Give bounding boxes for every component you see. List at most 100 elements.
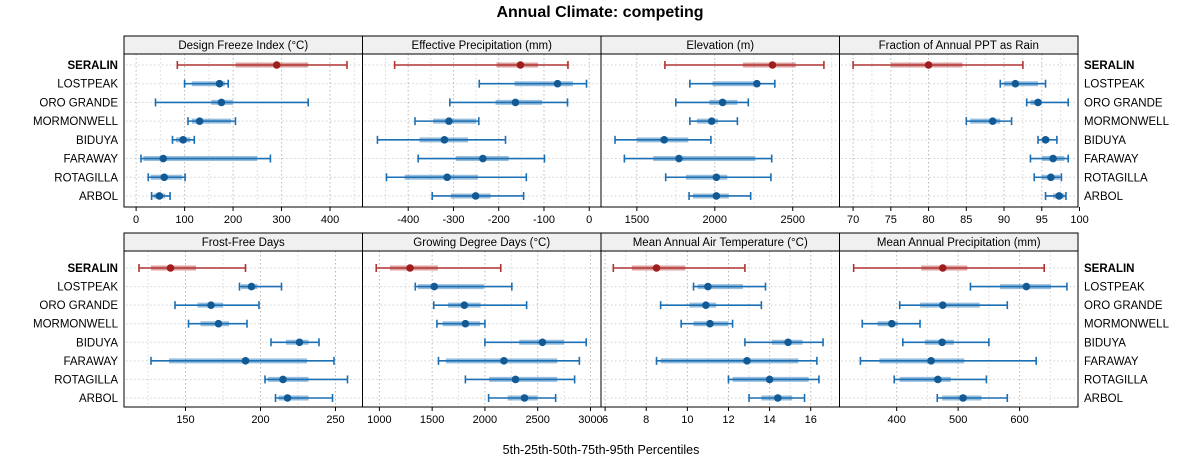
axis-tick-label: 8 [643, 414, 649, 426]
axis-tick-label: 400 [321, 214, 339, 226]
series-faraway [150, 356, 335, 365]
median-point [471, 192, 480, 200]
strip-header-label: Effective Precipitation (mm) [412, 40, 553, 52]
median-point [938, 301, 947, 309]
axis-tick-label: 150 [176, 414, 194, 426]
median-point [215, 79, 224, 88]
panel-fraction-of-annual-ppt-as-rain: Fraction of Annual PPT as Rain 70 75 80 85 90… [839, 35, 1089, 226]
series-biduya [1037, 135, 1058, 144]
site-label-left: BIDUYA [76, 337, 118, 349]
series-oro-grande [154, 98, 310, 107]
axis-tick-label: 14 [763, 414, 775, 426]
site-label-right: BIDUYA [1084, 337, 1126, 349]
site-label-left: BIDUYA [76, 135, 118, 147]
site-label-left: SERALIN [68, 263, 118, 275]
series-biduya [614, 135, 712, 144]
median-point [241, 357, 250, 365]
panel-design-freeze-index-c-: Design Freeze Index (°C) 0 100 200 300 400 [123, 35, 363, 226]
median-point [1011, 79, 1020, 88]
axis-tick-label: 95 [1036, 214, 1048, 226]
panel-background [124, 54, 363, 207]
site-label-right: MORMONWELL [1084, 319, 1170, 331]
series-lostpeak [999, 79, 1047, 88]
site-label-right: LOSTPEAK [1084, 79, 1145, 91]
panel-elevation-m-: Elevation (m) 1500 2000 2500 [600, 35, 840, 226]
median-point [938, 264, 947, 272]
site-label-left: FARAWAY [63, 154, 118, 166]
series-faraway [655, 356, 818, 365]
median-point [166, 264, 175, 272]
series-biduya [902, 338, 990, 347]
axis-tick-label: 500 [949, 414, 967, 426]
median-point [1047, 173, 1055, 182]
panel-mean-annual-precipitation-mm-: Mean Annual Precipitation (mm) 400 500 600 [839, 232, 1079, 426]
strip-header-label: Mean Annual Air Temperature (°C) [633, 237, 808, 249]
series-oro-grande [898, 301, 1009, 310]
median-point [1055, 192, 1063, 200]
median-point [887, 319, 896, 328]
median-point [927, 357, 935, 365]
axis-tick-label: 90 [998, 214, 1010, 226]
series-mormonwell [187, 117, 237, 126]
strip-header-label: Mean Annual Precipitation (mm) [877, 237, 1041, 249]
series-mormonwell [689, 117, 739, 126]
axis-tick-label: 1000 [367, 414, 391, 426]
median-point [430, 282, 439, 291]
strip-header-label: Growing Degree Days (°C) [413, 237, 550, 249]
median-point [765, 375, 774, 384]
series-oro-grande [449, 98, 569, 107]
site-label-right: ARBOL [1084, 191, 1124, 203]
panel-background [839, 251, 1078, 407]
median-point [538, 338, 547, 347]
site-label-right: ROTAGILLA [1084, 172, 1148, 184]
median-point [704, 282, 712, 291]
series-biduya [744, 338, 824, 347]
series-rotagilla [1033, 173, 1063, 182]
series-biduya [171, 135, 196, 144]
chart-title: Annual Climate: competing [496, 4, 704, 21]
series-seralin [393, 61, 569, 69]
site-label-right: BIDUYA [1084, 135, 1126, 147]
median-point [295, 338, 304, 347]
median-point [440, 136, 449, 144]
series-oro-grande [659, 301, 763, 310]
series-rotagilla [664, 173, 772, 182]
median-point [159, 154, 168, 163]
median-point [500, 357, 508, 365]
median-point [959, 394, 967, 402]
series-faraway [1029, 154, 1069, 163]
strip-header-label: Frost-Free Days [202, 237, 285, 249]
site-label-right: ARBOL [1084, 393, 1124, 405]
site-label-left: FARAWAY [63, 356, 118, 368]
strip-header-label: Design Freeze Index (°C) [178, 40, 308, 52]
median-point [934, 375, 942, 384]
panel-background [362, 54, 601, 207]
series-rotagilla [385, 173, 528, 182]
axis-tick-label: 12 [722, 414, 734, 426]
median-point [774, 394, 782, 402]
panel-frost-free-days: Frost-Free Days 150 200 250 [123, 232, 363, 426]
series-lostpeak [414, 282, 513, 291]
series-biduya [484, 338, 588, 347]
axis-tick-label: 10 [681, 414, 693, 426]
axis-tick-label: 75 [885, 214, 897, 226]
series-mormonwell [680, 319, 734, 328]
site-label-left: ORO GRANDE [39, 300, 118, 312]
median-point [718, 98, 727, 107]
panel-growing-degree-days-c-: Growing Degree Days (°C) 1000 1500 2000 2500… [362, 232, 603, 426]
axis-tick-label: 6 [602, 414, 608, 426]
site-label-left: ARBOL [79, 191, 119, 203]
median-point [675, 154, 683, 163]
site-label-left: ROTAGILLA [54, 172, 118, 184]
series-rotagilla [264, 375, 349, 384]
median-point [160, 173, 169, 182]
series-lostpeak [692, 282, 767, 291]
median-point [283, 394, 292, 402]
median-point [743, 357, 751, 365]
axis-tick-label: 0 [586, 214, 592, 226]
series-rotagilla [893, 375, 988, 384]
series-seralin [852, 264, 1045, 272]
site-label-left: MORMONWELL [33, 319, 119, 331]
